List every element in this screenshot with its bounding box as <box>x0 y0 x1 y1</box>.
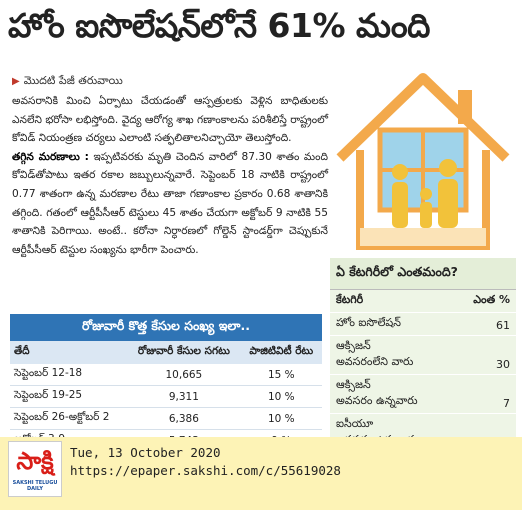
category-cell: ఆక్సిజన్ అవసరం ఉన్నవారు <box>330 374 464 414</box>
category-box: ఏ కేటగిరీలో ఎంతమంది? కేటగిరీ ఎంత % హోం ఐసొ… <box>330 258 516 453</box>
column-header: రోజువారీ కేసుల సగటు <box>127 341 241 364</box>
category-label: అవసరంలేని వారు <box>336 355 414 368</box>
table-row: ఆక్సిజన్ అవసరం ఉన్నవారు 7 <box>330 374 516 414</box>
chimney <box>458 90 472 124</box>
column-header: ఎంత % <box>464 290 516 313</box>
table-row: సెప్టెంబర్ 26-అక్టోబర్ 2 6,386 10 % <box>10 407 322 430</box>
table-cell: 10,665 <box>127 364 241 386</box>
floor <box>360 228 486 246</box>
table-row: సెప్టెంబర్ 12-18 10,665 15 % <box>10 364 322 386</box>
category-cell: ఆక్సిజన్ అవసరంలేని వారు <box>330 335 464 375</box>
date: Tue, 13 October 2020 <box>70 445 221 460</box>
table-cell: సెప్టెంబర్ 19-25 <box>10 385 128 408</box>
table-cell: 9,311 <box>127 385 241 408</box>
category-label: ఐసీయూ <box>336 417 374 430</box>
category-label: హోం ఐసొలేషన్ <box>336 316 401 329</box>
column-header: తేదీ <box>10 341 128 364</box>
arrow-icon: ▶ <box>12 76 20 87</box>
header-row: కేటగిరీ ఎంత % <box>330 290 516 313</box>
table-cell: 15 % <box>240 364 322 386</box>
family <box>392 159 458 228</box>
continued-note: ▶ మొదటి పేజీ తరువాయి <box>12 74 123 90</box>
table-row: హోం ఐసొలేషన్ 61 <box>330 312 516 336</box>
column-header: పాజిటివిటీ రేటు <box>240 341 322 364</box>
roof <box>336 73 510 162</box>
table-cell: సెప్టెంబర్ 12-18 <box>10 364 128 386</box>
category-table: కేటగిరీ ఎంత % హోం ఐసొలేషన్ 61 ఆక్సిజన్ అవసరంల… <box>330 290 516 453</box>
column-header: కేటగిరీ <box>330 290 464 313</box>
footer-bar <box>0 437 522 510</box>
category-label: ఆక్సిజన్ <box>336 378 371 391</box>
table-cell: 10 % <box>240 385 322 408</box>
logo-caption: SAKSHI TELUGU DAILY <box>12 480 58 492</box>
continued-text: మొదటి పేజీ తరువాయి <box>23 74 123 87</box>
table-row: సెప్టెంబర్ 19-25 9,311 10 % <box>10 385 322 408</box>
category-label: అవసరం ఉన్నవారు <box>336 394 418 407</box>
box-title: రోజువారీ కొత్త కేసుల సంఖ్య ఇలా.. <box>10 314 322 341</box>
headline: హోం ఐసొలేషన్‌లోనే 61% మంది <box>8 6 430 45</box>
table-cell: 10 % <box>240 407 322 430</box>
url: https://epaper.sakshi.com/c/55619028 <box>70 463 341 478</box>
article-body: అవసరానికి మించి ఏర్పాటు చేయడంతో ఆస్పత్రు… <box>12 92 328 259</box>
cases-table: తేదీ రోజువారీ కేసుల సగటు పాజిటివిటీ రేటు సె… <box>10 341 322 452</box>
table-row: ఆక్సిజన్ అవసరంలేని వారు 30 <box>330 335 516 375</box>
category-cell: హోం ఐసొలేషన్ <box>330 312 464 336</box>
paragraph: ఇప్పటివరకు మృతి చెందిన వారిలో 87.30 శాతం… <box>12 150 328 256</box>
table-cell: సెప్టెంబర్ 26-అక్టోబర్ 2 <box>10 407 128 430</box>
percent-cell: 7 <box>464 374 516 414</box>
logo-text: సాక్షి <box>16 447 54 475</box>
house-illustration <box>330 60 516 256</box>
subhead: తగ్గిన మరణాలు : <box>12 150 89 163</box>
table-cell: 6,386 <box>127 407 241 430</box>
percent-cell: 30 <box>464 335 516 375</box>
box-title: ఏ కేటగిరీలో ఎంతమంది? <box>330 258 516 290</box>
category-label: ఆక్సిజన్ <box>336 339 371 352</box>
paragraph: అవసరానికి మించి ఏర్పాటు చేయడంతో ఆస్పత్రు… <box>12 95 328 145</box>
logo: సాక్షి SAKSHI TELUGU DAILY <box>8 441 62 497</box>
percent-cell: 61 <box>464 312 516 336</box>
cases-box: రోజువారీ కొత్త కేసుల సంఖ్య ఇలా.. తేదీ రోజ… <box>10 314 322 452</box>
